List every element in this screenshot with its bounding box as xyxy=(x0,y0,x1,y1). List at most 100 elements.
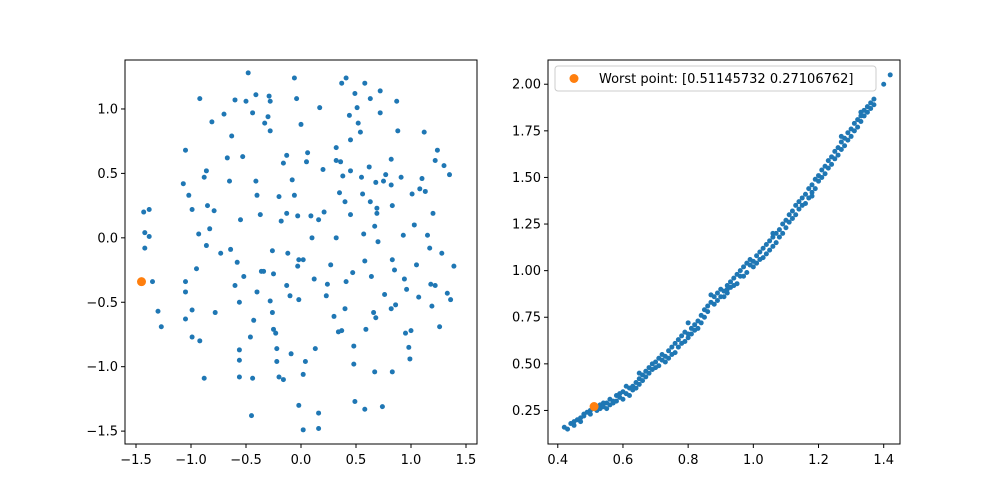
data-point xyxy=(339,80,345,86)
data-point xyxy=(816,178,822,184)
left-plot-y-tick-label: −0.5 xyxy=(86,296,118,311)
data-point xyxy=(620,396,626,402)
data-point xyxy=(308,213,314,219)
data-point xyxy=(851,120,857,126)
data-point xyxy=(724,290,730,296)
data-point xyxy=(351,361,357,367)
data-point xyxy=(236,347,242,353)
data-point xyxy=(291,192,297,198)
data-point xyxy=(280,160,286,166)
right-plot-y-tick-label: 1.00 xyxy=(512,264,541,279)
data-point xyxy=(389,257,395,263)
data-point xyxy=(284,210,290,216)
left-plot-y-axis: −1.5 −1.0 −0.5 0.0 0.5 1.0 xyxy=(86,102,125,440)
data-point xyxy=(296,257,302,263)
data-point xyxy=(855,124,861,130)
data-point xyxy=(352,91,358,96)
data-point xyxy=(845,137,851,143)
data-point xyxy=(218,250,224,256)
data-point xyxy=(253,178,259,184)
data-point xyxy=(359,174,364,180)
right-plot-y-tick-label: 0.50 xyxy=(512,357,541,372)
data-point xyxy=(617,391,623,397)
data-point xyxy=(692,322,698,328)
left-plot-y-tick-label: −1.5 xyxy=(86,425,118,440)
right-plot-frame xyxy=(547,59,901,445)
data-point xyxy=(439,250,445,256)
data-point xyxy=(858,109,864,115)
data-point xyxy=(428,281,434,287)
data-point xyxy=(142,230,148,236)
data-point xyxy=(274,346,280,352)
data-point xyxy=(354,105,360,111)
data-point xyxy=(767,238,773,244)
data-point xyxy=(304,159,309,165)
data-point xyxy=(238,217,243,223)
data-point xyxy=(829,161,835,167)
data-point xyxy=(747,262,753,268)
data-point xyxy=(430,210,436,216)
data-point xyxy=(323,293,329,299)
data-point xyxy=(718,294,724,300)
data-point xyxy=(295,263,301,269)
data-point xyxy=(757,249,763,255)
data-point xyxy=(669,352,675,358)
data-point xyxy=(799,195,805,201)
right-plot-legend: Worst point: [0.51145732 0.27106762] xyxy=(554,65,877,92)
data-point xyxy=(296,297,302,303)
left-plot-x-tick-label: −0.5 xyxy=(230,453,262,468)
data-point xyxy=(328,262,334,268)
data-point xyxy=(796,199,802,205)
data-point xyxy=(679,340,685,346)
data-point xyxy=(367,199,373,205)
data-point xyxy=(770,243,776,249)
right-plot-x-tick-label: 0.6 xyxy=(613,453,634,468)
data-point xyxy=(295,213,301,219)
data-point xyxy=(267,298,273,304)
left-plot-y-tick-label: 0.5 xyxy=(97,167,118,182)
data-point xyxy=(284,283,290,288)
data-point xyxy=(422,188,428,194)
data-point xyxy=(799,202,805,208)
data-point xyxy=(305,150,311,156)
right-plot-x-tick-label: 1.4 xyxy=(873,453,894,468)
legend-marker-worst-point xyxy=(569,74,579,83)
data-point xyxy=(861,113,867,119)
data-point xyxy=(379,404,385,410)
data-point xyxy=(339,328,345,334)
data-point xyxy=(737,273,743,279)
data-point xyxy=(754,253,760,259)
data-point xyxy=(331,313,337,319)
data-point xyxy=(392,267,397,273)
worst-point-marker xyxy=(589,402,599,412)
left-plot-y-tick-label: −1.0 xyxy=(86,360,118,375)
data-point xyxy=(180,181,186,187)
data-point xyxy=(372,223,378,229)
data-point xyxy=(780,221,786,227)
data-point xyxy=(362,258,368,264)
data-point xyxy=(228,246,234,252)
data-point xyxy=(770,230,776,236)
data-point xyxy=(186,192,192,198)
data-point xyxy=(298,121,304,127)
data-point xyxy=(383,172,389,178)
data-point xyxy=(343,75,349,81)
data-point xyxy=(864,109,870,115)
data-point xyxy=(773,240,779,246)
data-point xyxy=(362,406,368,412)
data-point xyxy=(337,190,342,196)
data-point xyxy=(254,289,260,295)
data-point xyxy=(887,72,893,78)
data-point xyxy=(265,114,271,120)
data-point xyxy=(374,210,380,216)
data-point xyxy=(196,231,202,237)
right-plot-x-tick-label: 0.8 xyxy=(678,453,699,468)
data-point xyxy=(227,178,232,184)
left-plot-x-tick-label: 1.0 xyxy=(401,453,422,468)
data-point xyxy=(408,328,414,334)
data-point xyxy=(276,194,282,200)
left-plot-frame xyxy=(124,59,478,445)
data-point xyxy=(201,174,207,180)
data-point xyxy=(437,324,443,330)
data-point xyxy=(838,139,844,145)
